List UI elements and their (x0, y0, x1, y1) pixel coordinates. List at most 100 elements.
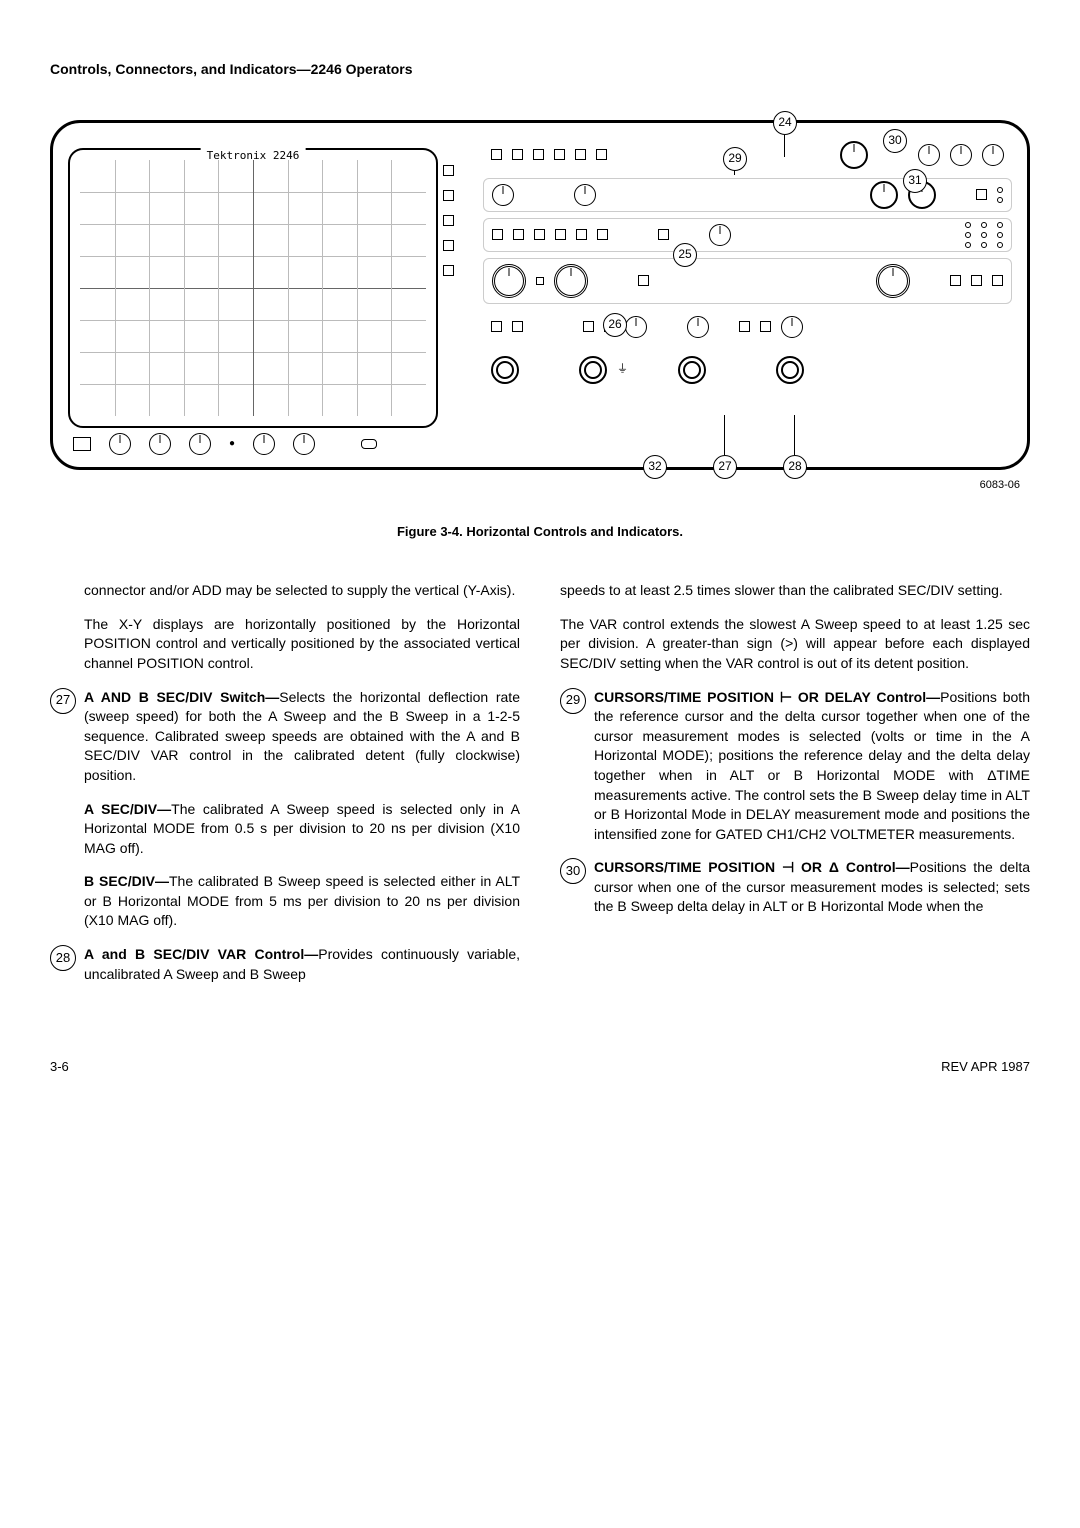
entry-29: 29 CURSORS/TIME POSITION ⊢ OR DELAY Cont… (560, 688, 1030, 845)
horizontal-mode-button[interactable] (658, 229, 669, 240)
cursors-time-delta-knob[interactable] (950, 144, 972, 166)
menu-button[interactable] (443, 215, 454, 226)
led-column (981, 222, 987, 248)
led-indicator (965, 222, 971, 228)
right-column: speeds to at least 2.5 times slower than… (560, 581, 1030, 998)
callout-31: 31 (903, 169, 927, 193)
ground-icon: ⏚ (617, 362, 628, 377)
knob-row-1 (483, 178, 1012, 212)
volts-div-knob[interactable] (492, 264, 526, 298)
callout-28: 28 (783, 455, 807, 479)
bnc-connector[interactable] (579, 356, 607, 384)
leader-line (724, 415, 725, 455)
readout-knob[interactable] (189, 433, 211, 455)
led-indicator (981, 222, 987, 228)
panel-button[interactable] (491, 321, 502, 332)
entry-27: 27 A AND B SEC/DIV Switch—Selects the ho… (50, 688, 520, 786)
panel-knob[interactable] (709, 224, 731, 246)
panel-knob[interactable] (918, 144, 940, 166)
front-panel-diagram: Tektronix 2246 (50, 120, 1030, 470)
paragraph: CURSORS/TIME POSITION ⊢ OR DELAY Control… (594, 688, 1030, 845)
paragraph: The VAR control extends the slowest A Sw… (560, 615, 1030, 674)
paragraph: A and B SEC/DIV VAR Control—Provides con… (84, 945, 520, 984)
menu-button[interactable] (443, 240, 454, 251)
left-column: connector and/or ADD may be selected to … (50, 581, 520, 998)
probe-adjust-icon: ● (229, 437, 235, 451)
paragraph: CURSORS/TIME POSITION ⊣ OR Δ Control—Pos… (594, 858, 1030, 917)
sec-div-var-knob[interactable] (687, 316, 709, 338)
panel-button[interactable] (739, 321, 750, 332)
callout-24: 24 (773, 111, 797, 135)
scale-illum-knob[interactable] (253, 433, 275, 455)
power-button[interactable] (73, 437, 91, 451)
panel-button[interactable] (491, 149, 502, 160)
panel-button[interactable] (555, 229, 566, 240)
leader-line (794, 415, 795, 455)
paragraph: A AND B SEC/DIV Switch—Selects the horiz… (84, 688, 520, 786)
callout-number: 27 (50, 688, 76, 714)
coupling-button[interactable] (950, 275, 961, 286)
panel-button[interactable] (512, 321, 523, 332)
figure-reference: 6083-06 (50, 478, 1030, 493)
coupling-button[interactable] (971, 275, 982, 286)
panel-knob[interactable] (870, 181, 898, 209)
callout-30: 30 (883, 129, 907, 153)
led-indicator (997, 187, 1003, 193)
menu-button[interactable] (443, 190, 454, 201)
panel-button[interactable] (575, 149, 586, 160)
panel-button[interactable] (512, 149, 523, 160)
cursors-time-delay-knob[interactable] (840, 141, 868, 169)
led-indicator (981, 242, 987, 248)
led-indicator (997, 232, 1003, 238)
sec-div-knob[interactable] (876, 264, 910, 298)
callout-27: 27 (713, 455, 737, 479)
led-indicator (965, 242, 971, 248)
paragraph: speeds to at least 2.5 times slower than… (560, 581, 1030, 601)
panel-button[interactable] (576, 229, 587, 240)
callout-32: 32 (643, 455, 667, 479)
bnc-connector[interactable] (776, 356, 804, 384)
bnc-connector[interactable] (678, 356, 706, 384)
menu-button[interactable] (443, 165, 454, 176)
coupling-button[interactable] (992, 275, 1003, 286)
panel-button[interactable] (513, 229, 524, 240)
panel-knob[interactable] (492, 184, 514, 206)
panel-button[interactable] (536, 277, 544, 285)
menu-button-column (443, 165, 454, 276)
bnc-connector[interactable] (491, 356, 519, 384)
control-panel: ⏚ (483, 138, 1012, 452)
panel-knob[interactable] (574, 184, 596, 206)
callout-25: 25 (673, 243, 697, 267)
led-indicator (997, 197, 1003, 203)
panel-button[interactable] (596, 149, 607, 160)
panel-button[interactable] (976, 189, 987, 200)
menu-button[interactable] (443, 265, 454, 276)
led-column (997, 222, 1003, 248)
figure-caption: Figure 3-4. Horizontal Controls and Indi… (50, 523, 1030, 541)
led-column (965, 222, 971, 248)
led-indicator (965, 232, 971, 238)
panel-knob[interactable] (982, 144, 1004, 166)
holdoff-knob[interactable] (781, 316, 803, 338)
position-knob[interactable] (625, 316, 647, 338)
panel-button[interactable] (760, 321, 771, 332)
volts-div-knob[interactable] (554, 264, 588, 298)
lower-button-row (483, 310, 1012, 344)
panel-button[interactable] (492, 229, 503, 240)
panel-button[interactable] (554, 149, 565, 160)
panel-button[interactable] (583, 321, 594, 332)
paragraph: A SEC/DIV—The calibrated A Sweep speed i… (50, 800, 520, 859)
panel-button[interactable] (533, 149, 544, 160)
callout-26: 26 (603, 313, 627, 337)
sec-div-row (483, 258, 1012, 304)
panel-button[interactable] (597, 229, 608, 240)
panel-button[interactable] (534, 229, 545, 240)
x10-mag-button[interactable] (638, 275, 649, 286)
trace-rotation-knob[interactable] (293, 433, 315, 455)
beam-find-button[interactable] (361, 439, 377, 449)
focus-knob[interactable] (149, 433, 171, 455)
intensity-knob[interactable] (109, 433, 131, 455)
entry-28: 28 A and B SEC/DIV VAR Control—Provides … (50, 945, 520, 984)
led-indicator (981, 232, 987, 238)
leader-line (784, 135, 785, 157)
